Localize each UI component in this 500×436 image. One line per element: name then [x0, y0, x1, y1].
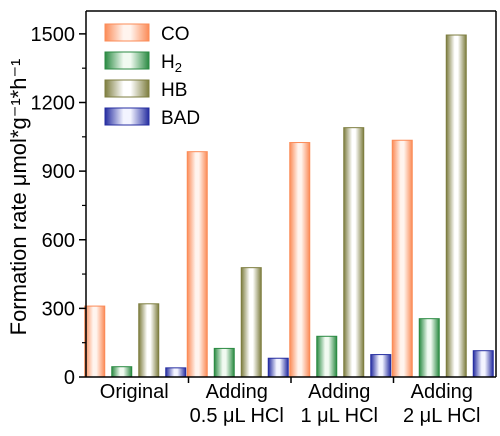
y-axis-title: Formation rate μmol*g⁻¹*h⁻¹: [6, 59, 31, 336]
bar-hb-2: [343, 127, 365, 378]
x-category-label-2-1: 1 μL HCl: [301, 405, 378, 427]
bar-co-2: [289, 142, 311, 378]
bar-bad-2: [370, 354, 392, 378]
bar-co-0: [84, 305, 106, 378]
legend-swatch-hb: [104, 79, 150, 98]
bar-co-1: [186, 151, 208, 378]
legend-label-hb: HB: [161, 80, 187, 101]
legend: CO H2 HB BAD: [104, 23, 200, 129]
legend-label-bad: BAD: [161, 108, 200, 129]
bar-h2-2: [316, 335, 338, 378]
x-category-label-3-0: Adding: [411, 381, 473, 403]
bar-hb-0: [138, 303, 160, 378]
bars-group: [84, 34, 494, 378]
y-tick-label-4: 1200: [31, 93, 76, 115]
x-category-label-0-0: Original: [100, 381, 169, 403]
x-category-label-2-0: Adding: [308, 381, 370, 403]
legend-swatch-co: [104, 23, 150, 42]
bar-bad-0: [165, 367, 187, 378]
bar-h2-1: [213, 347, 235, 378]
bar-hb-3: [445, 34, 467, 378]
x-category-label-1-1: 0.5 μL HCl: [190, 405, 284, 427]
x-category-label-1-0: Adding: [206, 381, 268, 403]
legend-label-subscript: 2: [175, 60, 182, 75]
y-tick-label-1: 300: [42, 298, 75, 320]
y-tick-label-0: 0: [64, 367, 75, 389]
bar-bad-3: [472, 350, 494, 378]
y-tick-label-3: 900: [42, 161, 75, 183]
bar-co-3: [391, 139, 413, 378]
legend-label-h2: H2: [161, 52, 182, 75]
legend-swatch-bad: [104, 107, 150, 126]
bar-h2-0: [111, 366, 133, 378]
bar-hb-1: [240, 267, 262, 378]
bar-bad-1: [267, 357, 289, 378]
y-tick-label-2: 600: [42, 230, 75, 252]
bar-h2-3: [418, 318, 440, 378]
x-category-label-3-1: 2 μL HCl: [403, 405, 480, 427]
y-tick-label-5: 1500: [31, 24, 76, 46]
legend-swatch-h2: [104, 51, 150, 70]
legend-label-co: CO: [161, 24, 190, 45]
